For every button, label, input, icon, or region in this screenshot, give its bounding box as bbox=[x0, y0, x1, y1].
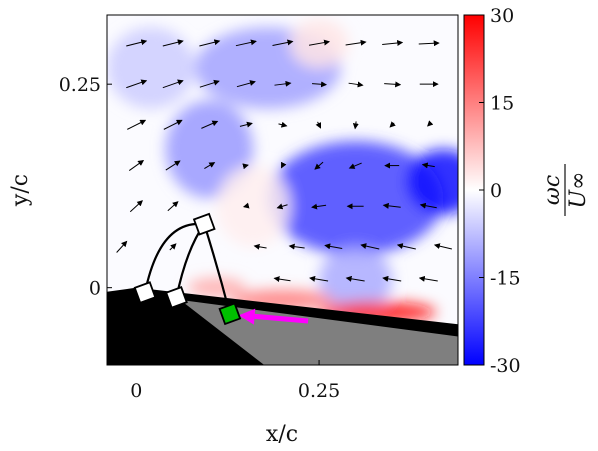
colorbar-tick-label: 30 bbox=[490, 5, 514, 27]
velocity-vector bbox=[348, 162, 362, 169]
green-square-marker bbox=[218, 302, 242, 326]
velocity-vector bbox=[418, 275, 438, 282]
velocity-vector bbox=[308, 39, 331, 46]
vorticity-plot bbox=[107, 15, 458, 365]
x-tick-label: 0.25 bbox=[298, 380, 340, 402]
velocity-vector bbox=[128, 160, 145, 171]
colorbar: 30 15 0 -15 -30 ωc U∞ bbox=[463, 5, 591, 377]
velocity-vector bbox=[165, 160, 181, 171]
velocity-vectors bbox=[116, 39, 452, 283]
velocity-vector bbox=[236, 80, 256, 88]
velocity-vector bbox=[345, 275, 365, 282]
colorbar-tick-label: -30 bbox=[490, 355, 521, 377]
velocity-vector bbox=[382, 40, 404, 46]
velocity-vector bbox=[288, 243, 305, 250]
white-square-b-marker bbox=[165, 286, 188, 309]
velocity-vector bbox=[162, 39, 184, 47]
velocity-vector bbox=[345, 39, 367, 46]
velocity-vector bbox=[162, 79, 184, 89]
velocity-vector bbox=[169, 243, 177, 251]
velocity-vector bbox=[272, 39, 294, 46]
colorbar-tick-label: 15 bbox=[490, 93, 514, 115]
velocity-vector bbox=[276, 203, 288, 210]
vorticity-region bbox=[187, 277, 246, 298]
velocity-vector bbox=[129, 200, 143, 213]
vorticity-region bbox=[406, 149, 458, 215]
y-tick-label: 0.25 bbox=[59, 74, 101, 96]
vorticity-region bbox=[107, 27, 195, 109]
velocity-vector bbox=[384, 81, 402, 88]
y-tick-label: 0 bbox=[89, 278, 101, 300]
colorbar-tick-label: -15 bbox=[490, 268, 521, 290]
overlay-shapes bbox=[133, 212, 309, 326]
colorbar-label-numerator: ωc bbox=[540, 175, 565, 205]
plot-frame bbox=[106, 14, 459, 366]
velocity-vector bbox=[126, 39, 148, 47]
velocity-vector bbox=[382, 275, 402, 282]
vorticity-region bbox=[216, 165, 290, 247]
velocity-vector bbox=[421, 162, 435, 169]
velocity-vector bbox=[127, 119, 147, 130]
velocity-vector bbox=[253, 243, 267, 250]
colorbar-ticks: 30 15 0 -15 -30 bbox=[479, 5, 521, 377]
velocity-vector bbox=[427, 120, 434, 127]
vorticity-region bbox=[267, 141, 444, 256]
velocity-vector bbox=[311, 203, 327, 210]
velocity-vector bbox=[396, 243, 416, 250]
velocity-vector bbox=[418, 40, 440, 47]
velocity-vector bbox=[199, 39, 221, 47]
velocity-vector bbox=[312, 81, 328, 88]
colorbar-tick-label: 0 bbox=[490, 180, 502, 202]
velocity-vector bbox=[348, 81, 364, 88]
velocity-vector bbox=[281, 161, 287, 169]
white-square-a-marker bbox=[133, 281, 157, 304]
velocity-vector bbox=[314, 161, 324, 170]
velocity-vector bbox=[199, 79, 220, 88]
vorticity-region bbox=[165, 100, 254, 199]
velocity-vector bbox=[242, 202, 250, 209]
connector-line bbox=[203, 223, 231, 314]
colorbar-label-denominator: U∞ bbox=[566, 172, 591, 209]
x-tick-label: 0 bbox=[130, 380, 142, 402]
y-axis-label: y/c bbox=[8, 174, 33, 207]
white-square-c-marker bbox=[192, 212, 216, 236]
velocity-vector bbox=[382, 202, 401, 209]
velocity-vector bbox=[278, 121, 288, 128]
velocity-vector bbox=[352, 121, 359, 130]
velocity-vector bbox=[433, 243, 452, 250]
velocity-vector bbox=[204, 162, 216, 170]
velocity-vector bbox=[242, 163, 249, 170]
velocity-vector bbox=[239, 121, 253, 128]
x-axis-label: x/c bbox=[266, 422, 298, 447]
axes: 0 0.25 0 0.25 bbox=[59, 74, 341, 402]
velocity-vector bbox=[419, 202, 437, 209]
colorbar-label: ωc U∞ bbox=[540, 164, 591, 216]
velocity-vector bbox=[126, 79, 148, 89]
magenta-arrow-shaft bbox=[248, 313, 309, 324]
velocity-vector bbox=[235, 39, 257, 47]
velocity-vector bbox=[389, 121, 396, 128]
velocity-vector bbox=[167, 201, 179, 212]
velocity-vector bbox=[360, 243, 380, 250]
velocity-vector bbox=[315, 121, 322, 129]
velocity-vector bbox=[274, 80, 292, 87]
velocity-vector bbox=[309, 275, 329, 282]
velocity-vector bbox=[324, 243, 343, 250]
velocity-vector bbox=[116, 240, 128, 253]
magenta-arrow-head bbox=[238, 308, 256, 325]
velocity-vector bbox=[273, 276, 291, 283]
velocity-vector bbox=[163, 119, 183, 130]
velocity-vector bbox=[201, 120, 219, 129]
